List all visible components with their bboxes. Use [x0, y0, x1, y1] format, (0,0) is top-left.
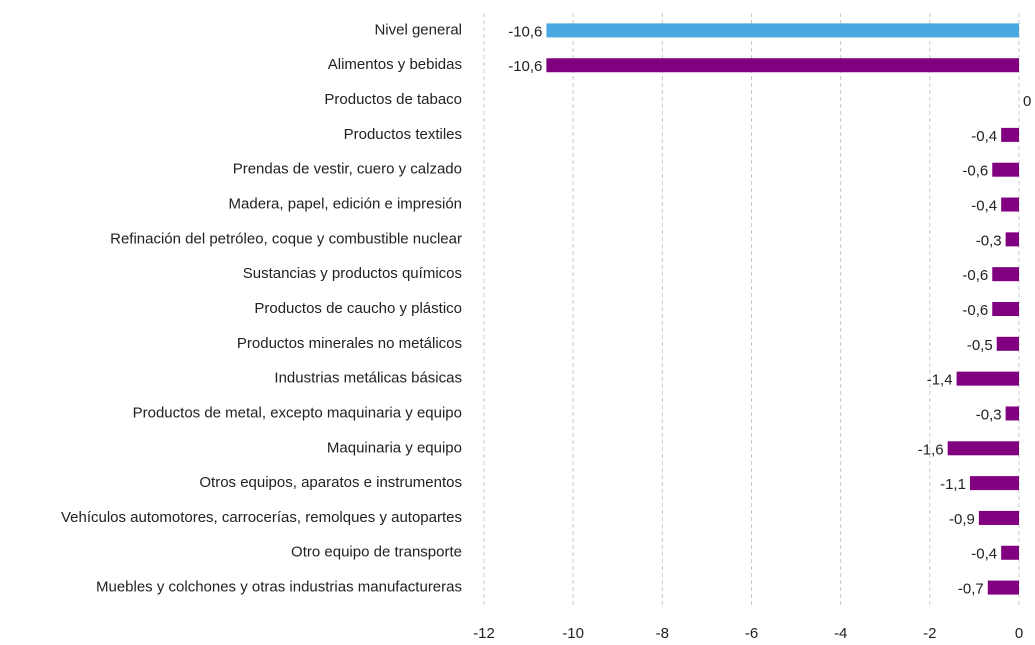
category-label: Industrias metálicas básicas: [274, 370, 462, 387]
bar: [1001, 545, 1019, 560]
value-label: -0,6: [962, 267, 988, 284]
category-label: Productos textiles: [344, 126, 462, 143]
x-tick-label: -12: [473, 625, 495, 642]
value-label: -0,6: [962, 302, 988, 319]
category-label: Productos de metal, excepto maquinaria y…: [133, 404, 462, 421]
x-tick-label: -10: [562, 625, 584, 642]
bar: [1005, 406, 1019, 421]
bar: [1001, 127, 1019, 142]
category-label: Otros equipos, aparatos e instrumentos: [199, 474, 462, 491]
bar: [996, 336, 1019, 351]
bar: [992, 162, 1019, 177]
x-tick-label: -8: [656, 625, 669, 642]
bar: [987, 580, 1019, 595]
category-label: Nivel general: [374, 21, 462, 38]
value-label: -0,9: [949, 511, 975, 528]
value-label: -0,4: [971, 546, 997, 563]
category-label: Productos de tabaco: [324, 91, 462, 108]
value-label: -1,1: [940, 476, 966, 493]
bar: [992, 302, 1019, 316]
value-label: -0,4: [971, 128, 997, 145]
bar: [546, 58, 1019, 73]
x-tick-label: -6: [745, 625, 758, 642]
value-label: -10,6: [508, 23, 542, 40]
value-label: 0: [1023, 93, 1031, 110]
value-label: -0,7: [958, 581, 984, 598]
x-tick-label: 0: [1015, 625, 1023, 642]
category-label: Refinación del petróleo, coque y combust…: [110, 230, 462, 247]
category-label: Muebles y colchones y otras industrias m…: [96, 579, 462, 596]
category-label: Vehículos automotores, carrocerías, remo…: [61, 509, 462, 526]
category-label: Alimentos y bebidas: [328, 56, 462, 73]
category-label: Productos minerales no metálicos: [237, 335, 462, 352]
value-label: -1,6: [918, 441, 944, 458]
category-label: Madera, papel, edición e impresión: [229, 195, 462, 212]
x-tick-label: -2: [923, 625, 936, 642]
bar: [947, 441, 1019, 456]
x-tick-label: -4: [834, 625, 847, 642]
bar: [978, 510, 1019, 525]
value-label: -10,6: [508, 58, 542, 75]
bar: [956, 371, 1019, 386]
bar: [992, 267, 1019, 282]
bar: [969, 476, 1019, 491]
value-label: -1,4: [927, 372, 953, 389]
value-label: -0,5: [967, 337, 993, 354]
value-label: -0,4: [971, 197, 997, 214]
bar: [1005, 232, 1019, 247]
bar: [1001, 197, 1019, 212]
value-label: -0,3: [976, 232, 1002, 249]
category-label: Maquinaria y equipo: [327, 439, 462, 456]
category-label: Sustancias y productos químicos: [243, 265, 462, 282]
category-label: Prendas de vestir, cuero y calzado: [233, 161, 462, 178]
category-label: Productos de caucho y plástico: [254, 300, 462, 317]
bar: [546, 23, 1019, 38]
value-label: -0,6: [962, 163, 988, 180]
value-label: -0,3: [976, 406, 1002, 423]
category-label: Otro equipo de transporte: [291, 544, 462, 561]
